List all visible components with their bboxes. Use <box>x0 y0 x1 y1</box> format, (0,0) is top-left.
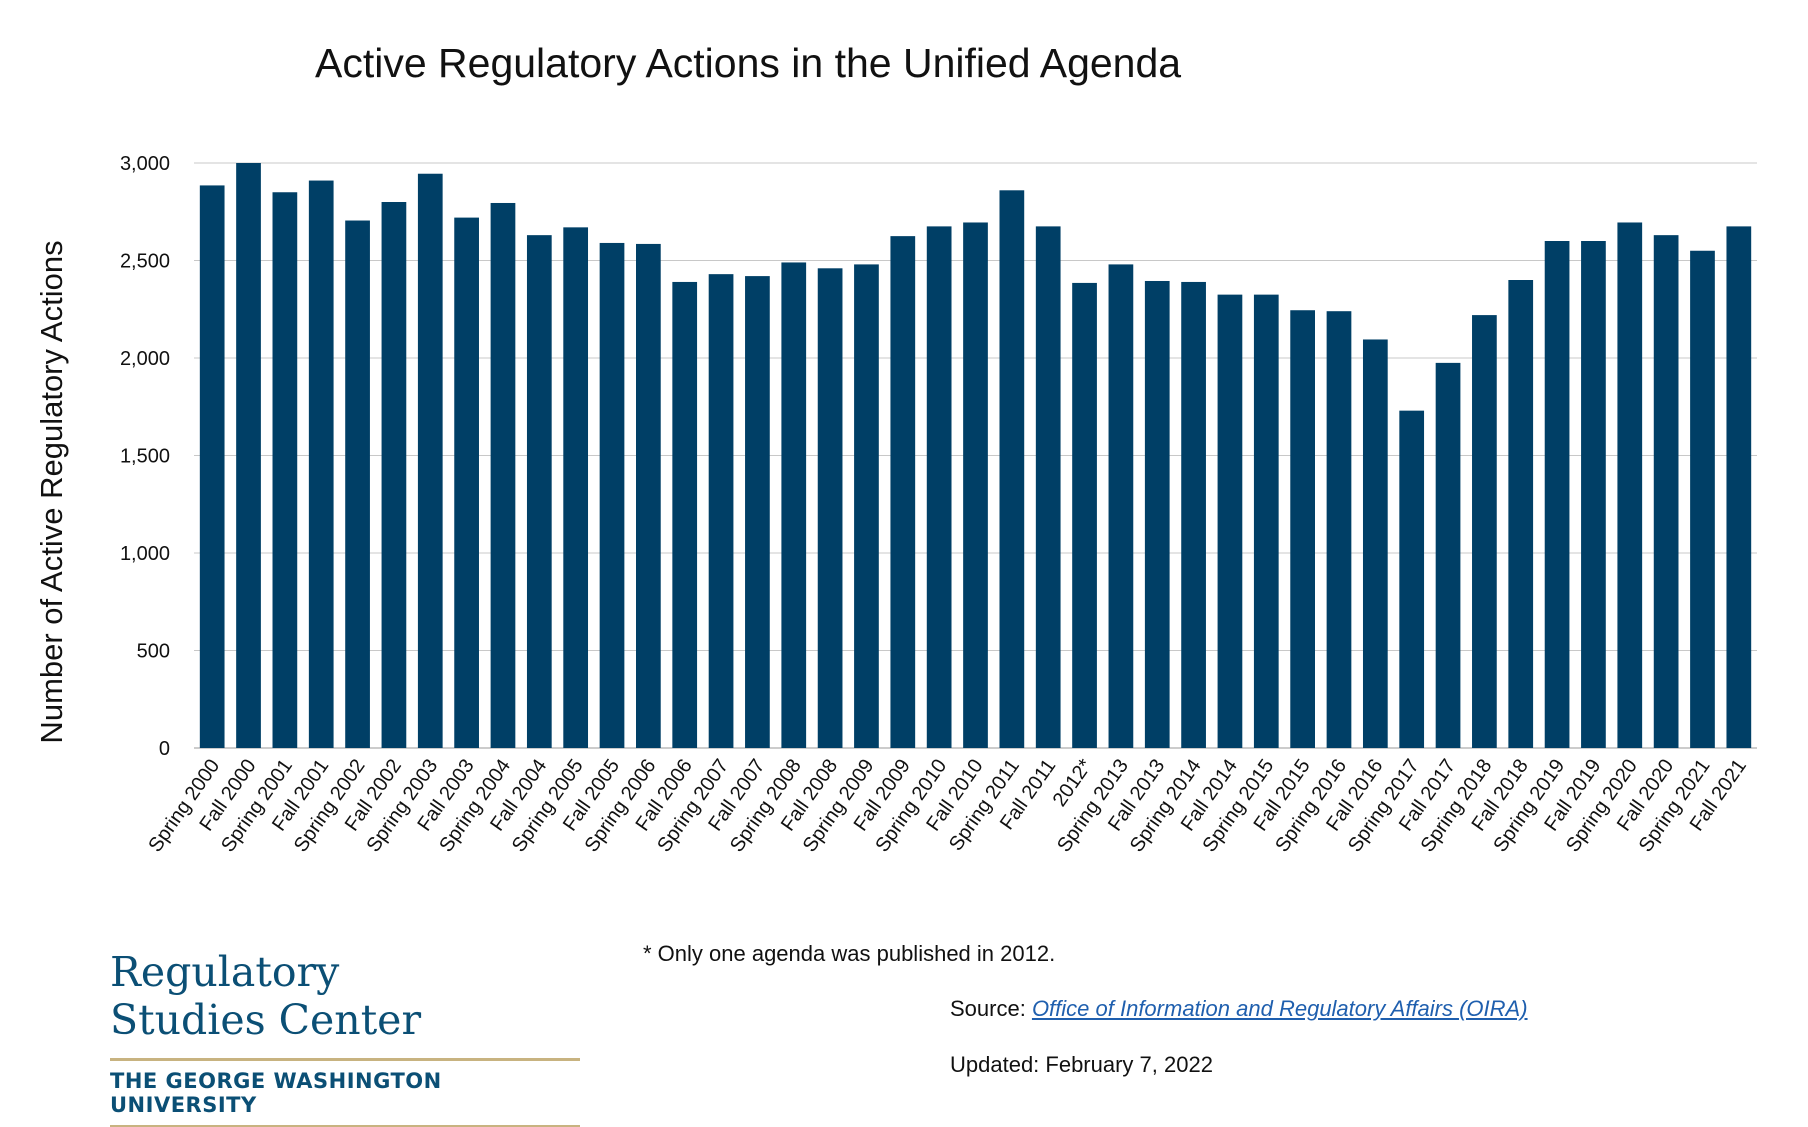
logo-divider <box>110 1058 580 1061</box>
bar <box>1581 241 1606 748</box>
updated-date: Updated: February 7, 2022 <box>950 1052 1213 1077</box>
logo-university: THE GEORGE WASHINGTON UNIVERSITY <box>110 1069 442 1117</box>
bar <box>1362 339 1388 748</box>
bar <box>563 227 589 749</box>
bar <box>272 192 298 748</box>
bar <box>236 163 261 748</box>
bar <box>1326 311 1352 748</box>
bar <box>1181 281 1206 748</box>
bar <box>745 276 770 748</box>
bar <box>345 220 370 748</box>
bar <box>781 262 807 748</box>
bar <box>599 242 625 748</box>
bar <box>1144 280 1170 748</box>
bar <box>1617 222 1643 749</box>
y-tick-label: 1,500 <box>120 446 170 468</box>
bar <box>1472 315 1497 748</box>
chart-title: Active Regulatory Actions in the Unified… <box>315 40 1182 86</box>
bar <box>1690 250 1715 748</box>
bar <box>1035 226 1061 749</box>
y-axis-label: Number of Active Regulatory Actions <box>34 240 69 743</box>
y-axis-ticks: 0 500 1,000 1,500 2,000 2,500 3,000 <box>120 153 170 760</box>
bar <box>890 236 916 749</box>
bar <box>636 243 661 748</box>
source-link[interactable]: Office of Information and Regulatory Aff… <box>1031 996 1528 1021</box>
footnote: * Only one agenda was published in 2012. <box>643 941 1056 966</box>
bar <box>1544 241 1570 748</box>
bar <box>1217 294 1243 749</box>
bar <box>526 235 552 748</box>
source-line: Source: Office of Information and Regula… <box>950 996 1528 1022</box>
bar <box>672 281 698 748</box>
bar <box>1108 264 1134 748</box>
bar <box>1508 280 1534 748</box>
bar <box>381 202 407 748</box>
bar <box>963 222 988 749</box>
bar <box>417 173 443 749</box>
source-label: Source: <box>950 996 1032 1021</box>
logo-line-1: Regulatory <box>110 948 340 996</box>
y-tick-label: 2,000 <box>120 348 170 370</box>
bar <box>1435 362 1461 749</box>
bar-chart: 0 500 1,000 1,500 2,000 2,500 3,000 Spring 200… <box>34 153 1757 856</box>
bar <box>854 264 879 748</box>
bars <box>199 163 1752 749</box>
y-tick-label: 1,000 <box>120 543 170 565</box>
bar <box>708 274 734 748</box>
y-tick-label: 0 <box>159 738 170 760</box>
logo-line-2: Studies Center <box>110 996 422 1044</box>
bar <box>1072 282 1097 748</box>
rsc-logo: Regulatory Studies Center THE GEORGE WAS… <box>110 948 580 1127</box>
bar <box>199 185 225 749</box>
bar <box>1653 235 1679 748</box>
bar <box>817 268 843 748</box>
bar <box>1726 226 1752 749</box>
bar <box>1290 310 1315 748</box>
bar <box>308 180 334 749</box>
bar <box>490 202 516 749</box>
bar <box>1253 294 1279 749</box>
bar <box>926 226 952 749</box>
bar <box>1399 410 1425 748</box>
y-tick-label: 500 <box>137 641 170 663</box>
y-tick-label: 3,000 <box>120 153 170 175</box>
y-tick-label: 2,500 <box>120 251 170 273</box>
bar <box>999 190 1025 749</box>
bar <box>454 217 479 749</box>
